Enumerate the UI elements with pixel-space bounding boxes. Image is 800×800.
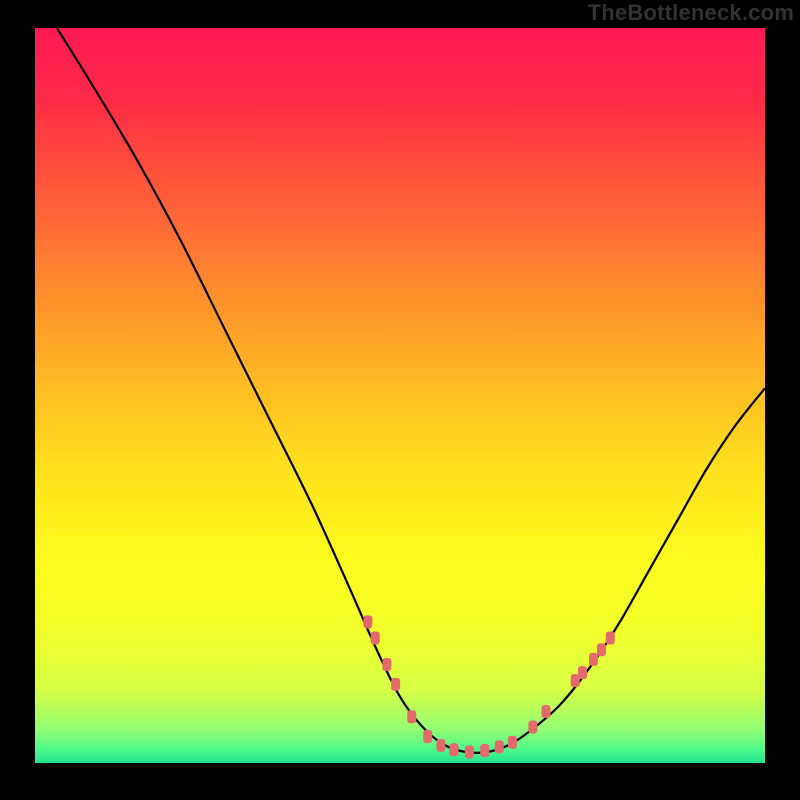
marker-point (465, 745, 474, 758)
marker-point (589, 653, 598, 666)
marker-point (423, 730, 432, 743)
gradient-background (35, 28, 765, 763)
marker-point (495, 740, 504, 753)
marker-point (597, 643, 606, 656)
marker-point (391, 678, 400, 691)
marker-point (606, 632, 615, 645)
plot-svg (35, 28, 765, 763)
marker-point (578, 666, 587, 679)
marker-point (436, 739, 445, 752)
marker-point (508, 736, 517, 749)
marker-point (371, 632, 380, 645)
marker-point (363, 615, 372, 628)
marker-point (480, 744, 489, 757)
plot-area (35, 28, 765, 763)
marker-point (450, 743, 459, 756)
watermark-text: TheBottleneck.com (588, 0, 794, 26)
marker-point (528, 720, 537, 733)
chart-frame: TheBottleneck.com (0, 0, 800, 800)
marker-point (407, 710, 416, 723)
marker-point (542, 705, 551, 718)
marker-point (382, 658, 391, 671)
